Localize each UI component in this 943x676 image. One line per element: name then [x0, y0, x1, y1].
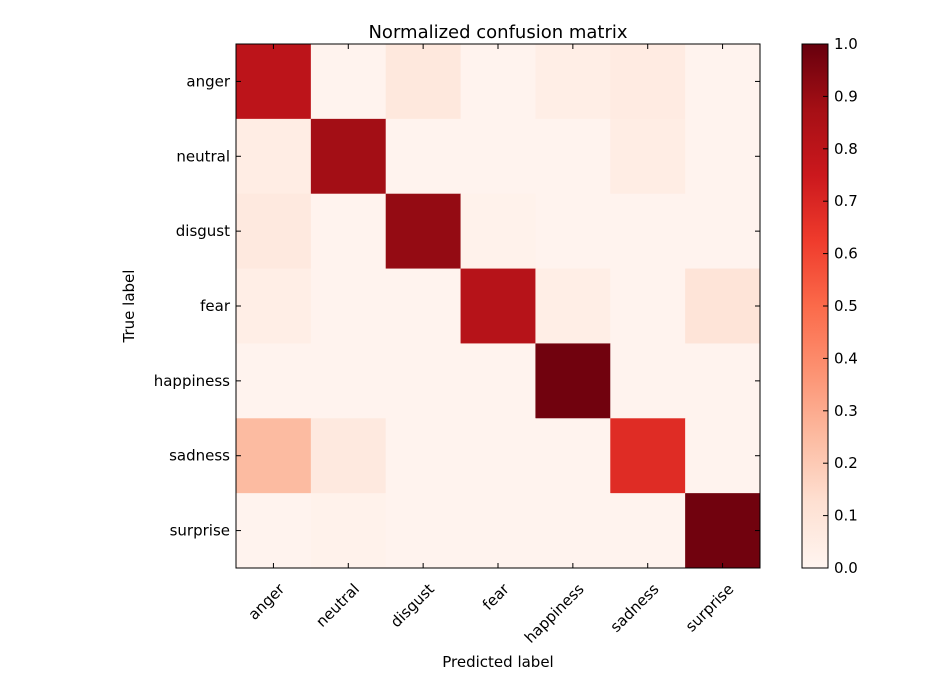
colorbar-tick-label: 0.5 — [834, 297, 858, 315]
heatmap-cell — [460, 44, 536, 120]
y-tick-label: happiness — [154, 372, 230, 390]
heatmap-cell — [610, 44, 686, 120]
heatmap-cell — [310, 118, 387, 195]
x-tick-labels: anger neutral disgust fear happiness sadness s… — [245, 579, 738, 646]
x-tick-label: anger — [245, 579, 289, 623]
heatmap-cell — [610, 193, 686, 269]
colorbar-tick-label: 0.8 — [834, 140, 858, 158]
colorbar-tick-label: 1.0 — [834, 35, 858, 53]
y-tick-label: sadness — [169, 447, 230, 465]
heatmap-cell — [685, 268, 761, 344]
heatmap-cell — [385, 118, 461, 195]
heatmap-cell — [535, 118, 611, 195]
heatmap-cell — [385, 44, 461, 120]
colorbar-tick-label: 0.6 — [834, 245, 858, 263]
heatmap-cell — [236, 418, 312, 494]
heatmap-cell — [610, 418, 686, 494]
colorbar — [801, 43, 829, 569]
chart-title: Normalized confusion matrix — [368, 22, 627, 43]
heatmap-cell — [460, 418, 536, 494]
y-tick-label: fear — [200, 297, 231, 315]
heatmap-cell — [610, 268, 686, 344]
heatmap-cell — [610, 118, 686, 195]
heatmap-cell — [310, 343, 387, 419]
heatmap-cell — [610, 343, 686, 419]
heatmap-cell — [385, 193, 461, 269]
heatmap-cell — [310, 418, 387, 494]
heatmap-cell — [460, 118, 536, 195]
heatmap-cell — [310, 44, 387, 120]
heatmap-cell — [535, 268, 611, 344]
y-tick-label: surprise — [170, 522, 230, 540]
colorbar-tick-label: 0.0 — [834, 559, 858, 577]
x-tick-label: happiness — [521, 580, 588, 647]
heatmap-cell — [685, 418, 761, 494]
x-tick-label: neutral — [312, 580, 363, 631]
heatmap-cell — [460, 193, 536, 269]
colorbar-tick-label: 0.1 — [834, 507, 858, 525]
heatmap-cell — [535, 44, 611, 120]
heatmap-cell — [236, 268, 312, 344]
colorbar-tick-label: 0.2 — [834, 454, 858, 472]
y-tick-labels: anger neutral disgust fear happiness sadness s… — [154, 72, 231, 539]
heatmap-cell — [610, 493, 686, 569]
y-tick-label: disgust — [176, 222, 230, 240]
heatmap-cell — [535, 493, 611, 569]
heatmap-cell — [236, 193, 312, 269]
heatmap-cell — [460, 268, 536, 344]
heatmap-cell — [385, 343, 461, 419]
heatmap-cell — [685, 493, 761, 569]
heatmap-cell — [685, 193, 761, 269]
heatmap-cell — [310, 493, 387, 569]
y-tick-label: anger — [186, 72, 230, 90]
heatmap-cell — [310, 193, 387, 269]
heatmap-cell — [385, 418, 461, 494]
heatmap-cell — [236, 343, 312, 419]
heatmap-cell — [236, 44, 312, 120]
x-axis-label: Predicted label — [442, 653, 553, 671]
heatmap-cell — [385, 268, 461, 344]
heatmap-cell — [535, 418, 611, 494]
colorbar-tick-label: 0.7 — [834, 192, 858, 210]
heatmap-cell — [310, 268, 387, 344]
heatmap-cell — [460, 493, 536, 569]
heatmap-cell — [685, 118, 761, 195]
heatmap-cell — [236, 118, 312, 195]
colorbar-tick-label: 0.4 — [834, 349, 858, 367]
heatmap-cell — [535, 343, 611, 419]
x-tick-label: sadness — [607, 580, 663, 636]
heatmap-cell — [685, 44, 761, 120]
heatmap-cell — [535, 193, 611, 269]
colorbar-ticks: 0.0 0.1 0.2 0.3 0.4 0.5 0.6 0.7 0.8 0.9 1.0 — [823, 35, 858, 577]
heatmap-cell — [236, 493, 312, 569]
x-tick-label: disgust — [387, 580, 438, 631]
x-tick-label: surprise — [682, 580, 737, 635]
y-tick-label: neutral — [176, 147, 230, 165]
x-tick-label: fear — [479, 579, 513, 613]
colorbar-tick-label: 0.3 — [834, 402, 858, 420]
heatmap-cell — [385, 493, 461, 569]
colorbar-tick-label: 0.9 — [834, 87, 858, 105]
y-axis-label: True label — [120, 270, 138, 344]
axis-ticks — [236, 44, 760, 568]
heatmap-cell — [460, 343, 536, 419]
heatmap-cell — [685, 343, 761, 419]
heatmap-cells — [236, 44, 761, 569]
